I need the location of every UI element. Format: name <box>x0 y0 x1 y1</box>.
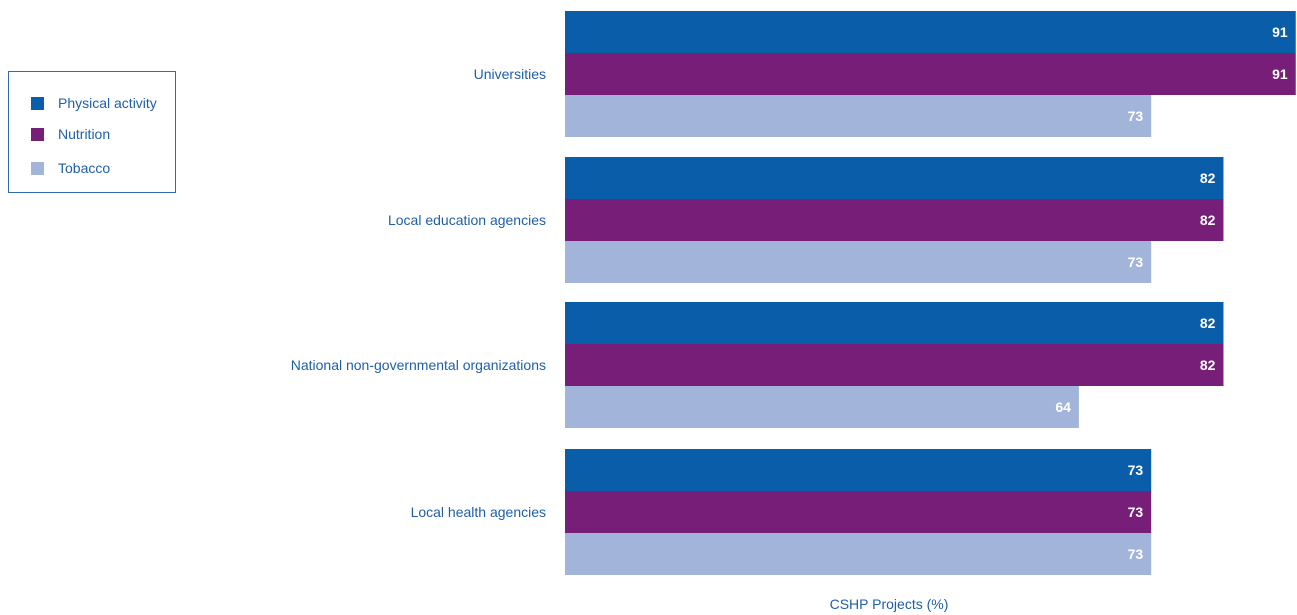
bar-tobacco-3 <box>565 386 1079 428</box>
bar-physical-activity-1 <box>565 11 1296 53</box>
legend-swatch-tobacco <box>31 161 44 175</box>
value-label-physical-activity-4: 73 <box>1128 462 1144 478</box>
legend-item-tobacco: Tobacco <box>31 158 110 178</box>
legend-label-physical-activity: Physical activity <box>58 95 157 111</box>
value-label-tobacco-3: 64 <box>1055 399 1071 415</box>
bar-physical-activity-3 <box>565 302 1224 344</box>
bar-tobacco-1 <box>565 95 1152 137</box>
bars-group <box>565 11 1296 575</box>
category-labels-group: Universities Local education agencies Nati… <box>291 66 546 520</box>
value-labels-group: 91 91 73 82 82 73 82 82 64 73 73 73 <box>1055 24 1288 562</box>
category-label-3: National non-governmental organizations <box>291 357 546 373</box>
legend-label-tobacco: Tobacco <box>58 160 111 176</box>
x-axis-title: CSHP Projects (%) <box>830 596 949 612</box>
category-label-4: Local health agencies <box>411 504 546 520</box>
bar-nutrition-4 <box>565 491 1152 533</box>
category-label-2: Local education agencies <box>388 212 546 228</box>
bar-tobacco-4 <box>565 533 1152 575</box>
value-label-physical-activity-2: 82 <box>1200 170 1216 186</box>
bar-tobacco-2 <box>565 241 1152 283</box>
legend-item-physical-activity: Physical activity <box>31 93 157 113</box>
value-label-nutrition-3: 82 <box>1200 357 1216 373</box>
legend-item-nutrition: Nutrition <box>31 124 110 144</box>
value-label-physical-activity-3: 82 <box>1200 315 1216 331</box>
legend-label-nutrition: Nutrition <box>58 126 111 142</box>
legend: Physical activity Nutrition Tobacco <box>8 71 176 193</box>
legend-swatch-nutrition <box>31 127 44 141</box>
category-label-1: Universities <box>474 66 546 82</box>
legend-swatch-physical-activity <box>31 96 44 110</box>
value-label-tobacco-4: 73 <box>1128 546 1144 562</box>
bar-physical-activity-4 <box>565 449 1152 491</box>
bar-nutrition-1 <box>565 53 1296 95</box>
value-label-nutrition-1: 91 <box>1272 66 1288 82</box>
value-label-tobacco-2: 73 <box>1128 254 1144 270</box>
value-label-physical-activity-1: 91 <box>1272 24 1288 40</box>
bar-nutrition-2 <box>565 199 1224 241</box>
value-label-tobacco-1: 73 <box>1128 108 1144 124</box>
value-label-nutrition-4: 73 <box>1128 504 1144 520</box>
bar-nutrition-3 <box>565 344 1224 386</box>
bar-physical-activity-2 <box>565 157 1224 199</box>
value-label-nutrition-2: 82 <box>1200 212 1216 228</box>
